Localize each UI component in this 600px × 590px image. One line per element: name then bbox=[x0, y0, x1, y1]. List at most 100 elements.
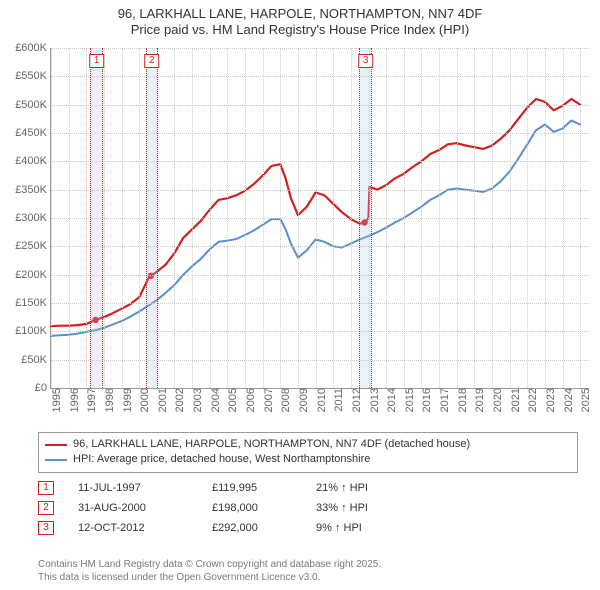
y-axis-tick-label: £550K bbox=[15, 70, 51, 82]
sale-marker-badge: 2 bbox=[144, 54, 160, 68]
up-arrow-icon: ↑ bbox=[341, 482, 347, 494]
gridline-vertical bbox=[404, 48, 405, 388]
sale-marker-band: 1 bbox=[90, 48, 103, 388]
gridline-vertical bbox=[351, 48, 352, 388]
gridline-horizontal bbox=[51, 331, 589, 332]
sales-table-row: 231-AUG-2000£198,00033% ↑ HPI bbox=[38, 498, 578, 518]
x-axis-tick-label: 2001 bbox=[153, 388, 169, 412]
attribution-line-1: Contains HM Land Registry data © Crown c… bbox=[38, 558, 381, 571]
gridline-horizontal bbox=[51, 76, 589, 77]
y-axis-tick-label: £600K bbox=[15, 42, 51, 54]
x-axis-tick-label: 2007 bbox=[259, 388, 275, 412]
x-axis-tick-label: 2014 bbox=[382, 388, 398, 412]
x-axis-tick-label: 2003 bbox=[188, 388, 204, 412]
gridline-vertical bbox=[245, 48, 246, 388]
y-axis-tick-label: £50K bbox=[21, 354, 51, 366]
x-axis-tick-label: 2010 bbox=[312, 388, 328, 412]
gridline-vertical bbox=[457, 48, 458, 388]
y-axis-tick-label: £400K bbox=[15, 155, 51, 167]
sales-row-price: £292,000 bbox=[212, 522, 292, 534]
legend-label: 96, LARKHALL LANE, HARPOLE, NORTHAMPTON,… bbox=[73, 437, 470, 452]
pct-value: 9% bbox=[316, 522, 332, 534]
gridline-vertical bbox=[69, 48, 70, 388]
legend-swatch bbox=[45, 459, 67, 461]
gridline-horizontal bbox=[51, 275, 589, 276]
gridline-vertical bbox=[263, 48, 264, 388]
legend-swatch bbox=[45, 444, 67, 446]
y-axis-tick-label: £200K bbox=[15, 269, 51, 281]
gridline-vertical bbox=[104, 48, 105, 388]
sales-row-pct: 33% ↑ HPI bbox=[316, 502, 396, 514]
pct-value: 21% bbox=[316, 482, 338, 494]
x-axis-tick-label: 2004 bbox=[206, 388, 222, 412]
x-axis-tick-label: 2005 bbox=[223, 388, 239, 412]
x-axis-tick-label: 2000 bbox=[135, 388, 151, 412]
gridline-vertical bbox=[316, 48, 317, 388]
y-axis-tick-label: £100K bbox=[15, 325, 51, 337]
x-axis-tick-label: 2008 bbox=[276, 388, 292, 412]
x-axis-tick-label: 1997 bbox=[82, 388, 98, 412]
x-axis-tick-label: 2023 bbox=[541, 388, 557, 412]
chart-plot-area: £0£50K£100K£150K£200K£250K£300K£350K£400… bbox=[50, 48, 589, 389]
sales-row-pct: 21% ↑ HPI bbox=[316, 482, 396, 494]
gridline-horizontal bbox=[51, 48, 589, 49]
title-line-1: 96, LARKHALL LANE, HARPOLE, NORTHAMPTON,… bbox=[0, 6, 600, 22]
gridline-horizontal bbox=[51, 190, 589, 191]
gridline-vertical bbox=[492, 48, 493, 388]
title-line-2: Price paid vs. HM Land Registry's House … bbox=[0, 22, 600, 38]
x-axis-tick-label: 2025 bbox=[576, 388, 592, 412]
gridline-vertical bbox=[174, 48, 175, 388]
sales-row-badge: 3 bbox=[38, 521, 54, 535]
gridline-vertical bbox=[510, 48, 511, 388]
gridline-vertical bbox=[139, 48, 140, 388]
sales-table: 1 11-JUL-1997 £119,995 21% ↑ HPI 231-AUG-200… bbox=[38, 478, 578, 538]
gridline-horizontal bbox=[51, 360, 589, 361]
gridline-vertical bbox=[86, 48, 87, 388]
x-axis-tick-label: 2020 bbox=[488, 388, 504, 412]
x-axis-tick-label: 2019 bbox=[470, 388, 486, 412]
title-block: 96, LARKHALL LANE, HARPOLE, NORTHAMPTON,… bbox=[0, 0, 600, 39]
legend-label: HPI: Average price, detached house, West… bbox=[73, 452, 370, 467]
legend-row: HPI: Average price, detached house, West… bbox=[45, 452, 571, 467]
gridline-vertical bbox=[280, 48, 281, 388]
up-arrow-icon: ↑ bbox=[341, 502, 347, 514]
y-axis-tick-label: £450K bbox=[15, 127, 51, 139]
gridline-horizontal bbox=[51, 133, 589, 134]
sales-row-date: 12-OCT-2012 bbox=[78, 522, 188, 534]
sale-marker-band: 3 bbox=[359, 48, 372, 388]
x-axis-tick-label: 2016 bbox=[417, 388, 433, 412]
x-axis-tick-label: 2006 bbox=[241, 388, 257, 412]
chart-container: 96, LARKHALL LANE, HARPOLE, NORTHAMPTON,… bbox=[0, 0, 600, 590]
x-axis-tick-label: 2022 bbox=[523, 388, 539, 412]
gridline-vertical bbox=[527, 48, 528, 388]
sales-row-badge: 1 bbox=[38, 481, 54, 495]
gridline-vertical bbox=[192, 48, 193, 388]
attribution-line-2: This data is licensed under the Open Gov… bbox=[38, 571, 381, 584]
gridline-vertical bbox=[51, 48, 52, 388]
sale-marker-badge: 3 bbox=[358, 54, 374, 68]
gridline-horizontal bbox=[51, 218, 589, 219]
sales-row-date: 11-JUL-1997 bbox=[78, 482, 188, 494]
x-axis-tick-label: 2024 bbox=[559, 388, 575, 412]
gridline-vertical bbox=[386, 48, 387, 388]
gridline-vertical bbox=[563, 48, 564, 388]
x-axis-tick-label: 2011 bbox=[329, 388, 345, 412]
x-axis-tick-label: 2021 bbox=[506, 388, 522, 412]
pct-value: 33% bbox=[316, 502, 338, 514]
legend-row: 96, LARKHALL LANE, HARPOLE, NORTHAMPTON,… bbox=[45, 437, 571, 452]
sales-row-price: £119,995 bbox=[212, 482, 292, 494]
x-axis-tick-label: 1996 bbox=[65, 388, 81, 412]
y-axis-tick-label: £150K bbox=[15, 297, 51, 309]
gridline-vertical bbox=[227, 48, 228, 388]
x-axis-tick-label: 2017 bbox=[435, 388, 451, 412]
y-axis-tick-label: £250K bbox=[15, 240, 51, 252]
gridline-vertical bbox=[421, 48, 422, 388]
gridline-horizontal bbox=[51, 303, 589, 304]
x-axis-tick-label: 2002 bbox=[170, 388, 186, 412]
sales-table-row: 1 11-JUL-1997 £119,995 21% ↑ HPI bbox=[38, 478, 578, 498]
sale-marker-badge: 1 bbox=[89, 54, 105, 68]
x-axis-tick-label: 2013 bbox=[365, 388, 381, 412]
gridline-vertical bbox=[333, 48, 334, 388]
y-axis-tick-label: £350K bbox=[15, 184, 51, 196]
x-axis-tick-label: 1995 bbox=[47, 388, 63, 412]
